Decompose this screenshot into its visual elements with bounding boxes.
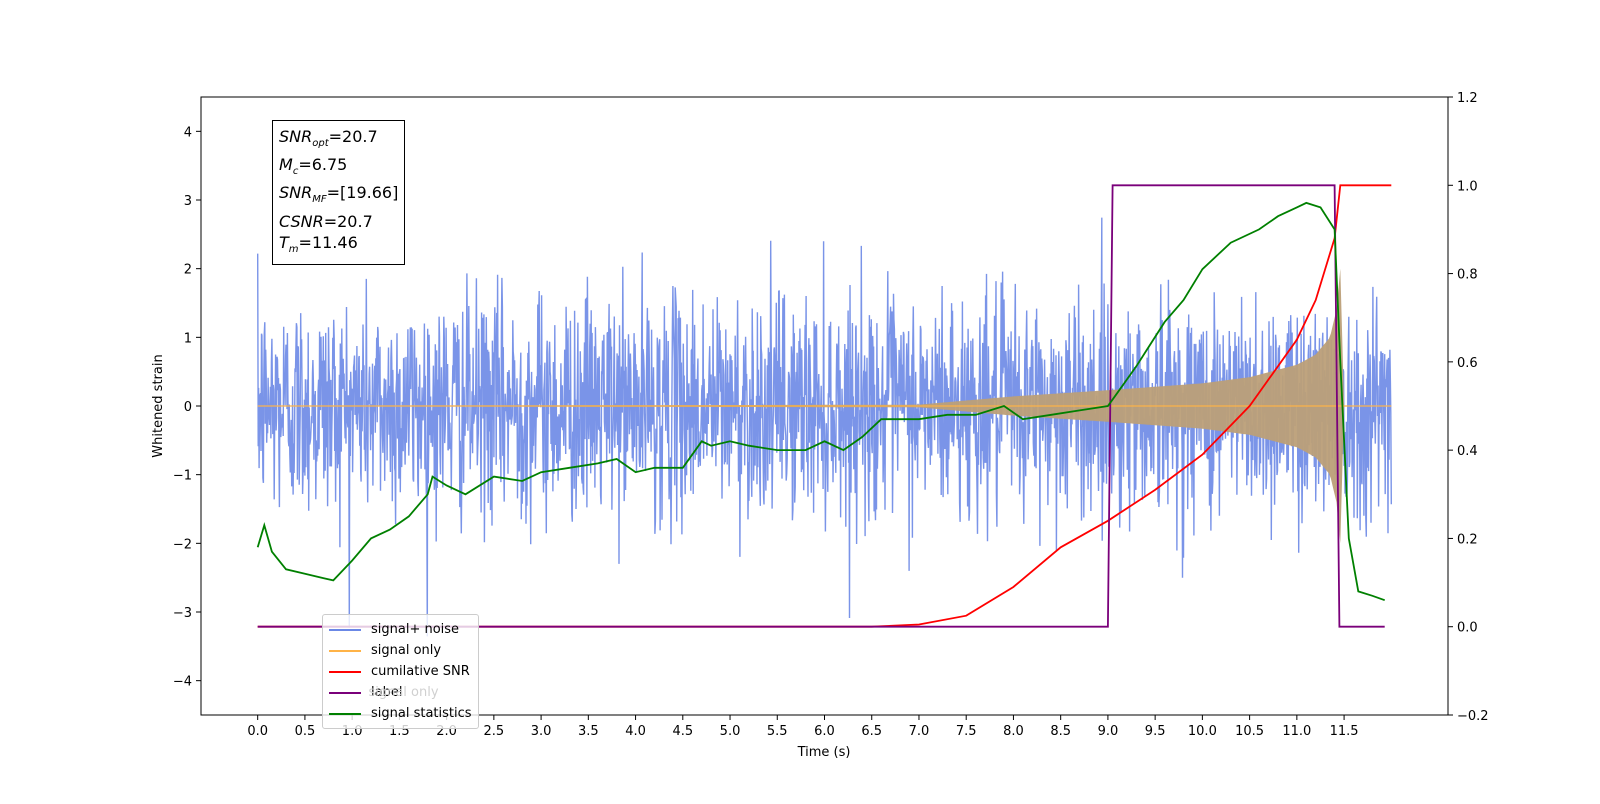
- y-tick-label-right: 0.2: [1457, 532, 1478, 547]
- y-axis-label-left: Whitened strain: [151, 354, 166, 457]
- legend-swatch-statistics: [329, 712, 361, 715]
- legend-label-signal: signal only: [371, 643, 442, 658]
- legend-label-snr: cumilative SNR: [371, 664, 470, 679]
- plot-area: [256, 184, 1393, 637]
- x-tick-label: 7.5: [956, 724, 977, 739]
- legend-ghost-text: signal only: [368, 685, 439, 700]
- x-tick-label: 3.0: [531, 724, 552, 739]
- x-tick-label: 4.5: [672, 724, 693, 739]
- x-tick-label: 8.5: [1050, 724, 1071, 739]
- mc-value: =6.75: [298, 155, 348, 175]
- legend-label-statistics: signal statistics: [371, 706, 472, 721]
- x-tick-label: 7.0: [909, 724, 930, 739]
- series-label: [257, 184, 1385, 628]
- x-tick-label: 5.5: [767, 724, 788, 739]
- legend-item-snr: cumilative SNR: [329, 661, 472, 682]
- csnr-line: CSNR=20.7: [279, 211, 373, 231]
- info-annotation-box: SNRopt=20.7 Mc=6.75 SNRMF=[19.66] CSNR=2…: [272, 120, 406, 265]
- x-tick-label: 5.0: [720, 724, 741, 739]
- y-tick-label-left: −4: [173, 675, 192, 690]
- x-tick-label: 4.0: [625, 724, 646, 739]
- mc-line: Mc=6.75: [279, 155, 348, 178]
- x-tick-label: 2.5: [484, 724, 505, 739]
- axes: 0.0 0.5 1.0 1.5 2.0 2.5 3.0 3.5 4.0 4.5 5.0 5.5 6.0 6…: [173, 91, 1489, 739]
- x-tick-label: 9.0: [1098, 724, 1119, 739]
- series-cumulative-snr: [257, 184, 1392, 628]
- legend-label-noise: signal+ noise: [371, 622, 460, 637]
- snr-mf-line: SNRMF=[19.66]: [279, 183, 399, 206]
- tm-value: =11.46: [298, 232, 358, 252]
- legend-swatch-noise: [329, 628, 361, 631]
- y-tick-label-right: 0.4: [1457, 444, 1478, 459]
- series-signal-statistics: [256, 201, 1386, 602]
- tm-line: Tm=11.46: [279, 232, 358, 255]
- legend-item-label: label signal only: [329, 682, 472, 703]
- legend: signal+ noise signal only cumilative SNR…: [322, 614, 479, 729]
- y-tick-label-right: 1.0: [1457, 179, 1478, 194]
- series-signal-noise: [257, 217, 1393, 637]
- x-tick-label: 9.5: [1145, 724, 1166, 739]
- x-tick-label: 10.0: [1188, 724, 1217, 739]
- legend-item-statistics: signal statistics: [329, 703, 472, 724]
- legend-label-label: label: [371, 685, 403, 700]
- legend-item-noise: signal+ noise: [329, 619, 472, 640]
- y-tick-label-right: 0.0: [1457, 621, 1478, 636]
- legend-swatch-label: [329, 691, 361, 694]
- y-tick-label-left: 1: [184, 331, 192, 346]
- x-tick-label: 6.0: [814, 724, 835, 739]
- y-tick-label-left: 0: [184, 400, 192, 415]
- legend-swatch-signal: [329, 649, 361, 652]
- y-tick-label-left: −2: [173, 537, 192, 552]
- y-tick-label-left: 2: [184, 263, 192, 278]
- x-tick-label: 6.5: [861, 724, 882, 739]
- snr-mf-value: =[19.66]: [326, 183, 399, 203]
- legend-swatch-snr: [329, 670, 361, 673]
- y-tick-label-right: 1.2: [1457, 91, 1478, 106]
- y-tick-label-right: 0.6: [1457, 356, 1478, 371]
- x-tick-label: 0.0: [247, 724, 268, 739]
- legend-item-signal: signal only: [329, 640, 472, 661]
- x-tick-label: 3.5: [578, 724, 599, 739]
- y-tick-label-right: 0.8: [1457, 268, 1478, 283]
- snr-opt-value: =20.7: [328, 127, 378, 146]
- x-tick-label: 11.0: [1282, 724, 1311, 739]
- x-tick-label: 8.0: [1003, 724, 1024, 739]
- y-tick-label-left: −1: [173, 469, 192, 484]
- x-tick-label: 0.5: [295, 724, 316, 739]
- y-tick-label-left: 3: [184, 194, 192, 209]
- y-tick-label-left: −3: [173, 606, 192, 621]
- x-tick-label: 11.5: [1330, 724, 1359, 739]
- snr-opt-line: SNRopt=20.7: [279, 127, 378, 150]
- x-axis-label: Time (s): [797, 745, 851, 760]
- y-tick-label-right: −0.2: [1457, 709, 1489, 724]
- y-tick-label-left: 4: [184, 125, 192, 140]
- csnr-value: =20.7: [323, 211, 373, 231]
- x-tick-label: 10.5: [1235, 724, 1264, 739]
